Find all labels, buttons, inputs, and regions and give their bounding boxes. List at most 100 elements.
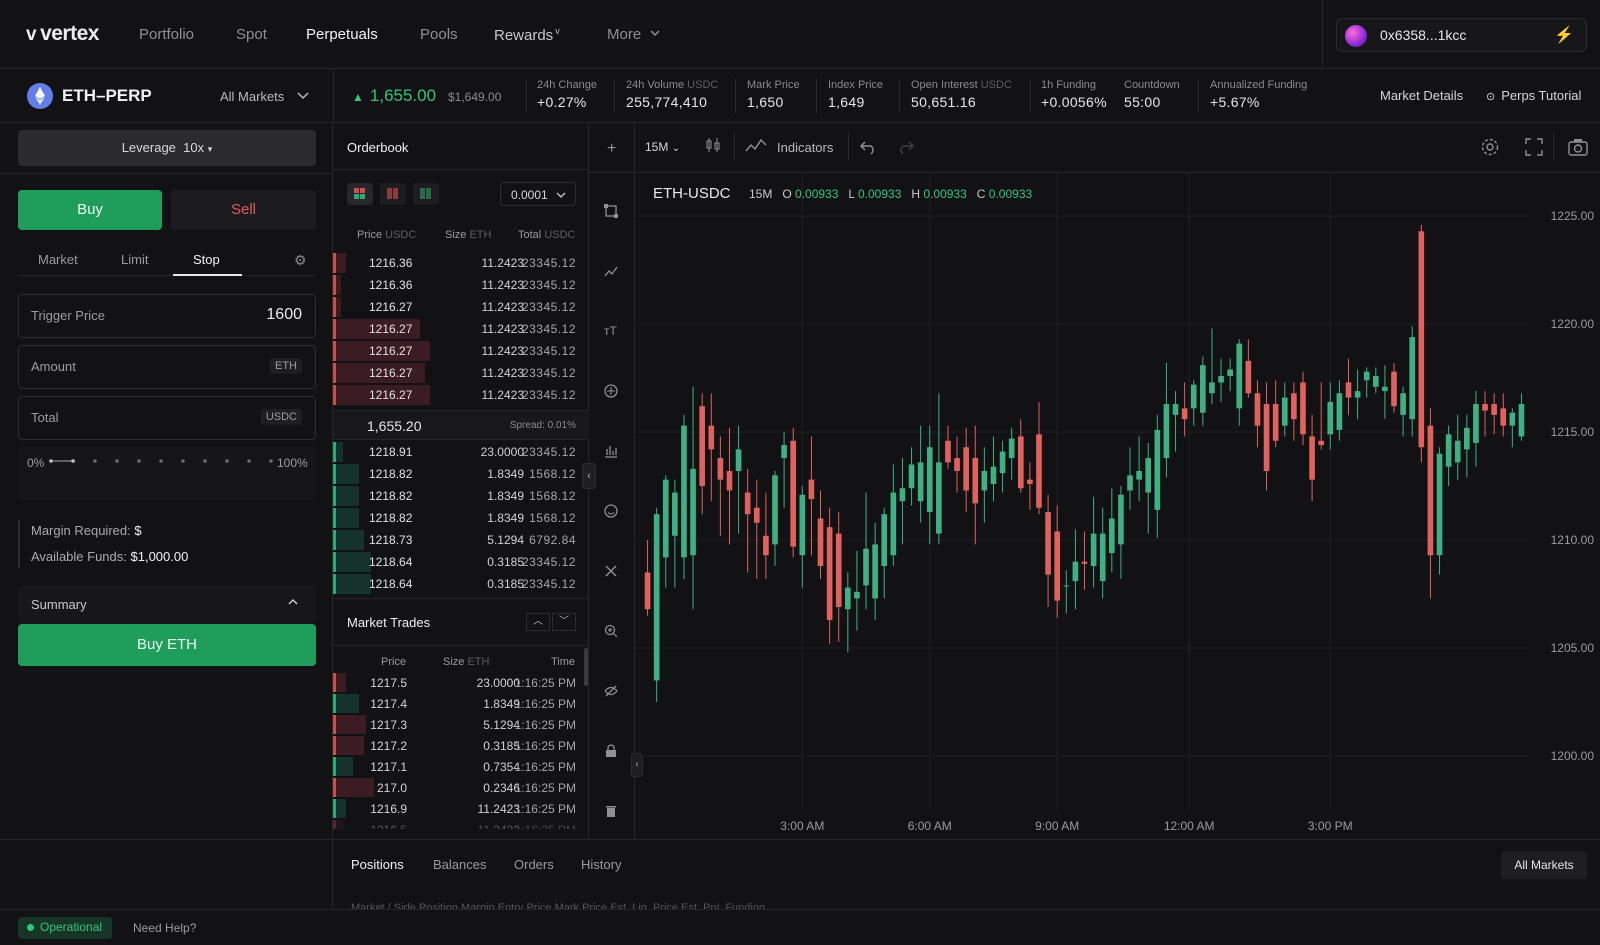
bid-row[interactable]: 1218.82 1.8349 1568.12 [333,485,589,507]
slider-step-dot[interactable] [137,459,141,463]
zoom-in-icon[interactable] [604,624,618,641]
slider-step-dot[interactable] [49,459,53,463]
chart-settings-gear-icon[interactable] [1480,137,1500,162]
candle-body [926,447,933,513]
price-chart[interactable]: 1225.00 1220.00 1215.00 1210.00 1205.00 1200.… [636,173,1600,839]
fullscreen-icon[interactable] [1525,138,1543,161]
measure-tool-icon[interactable] [604,444,618,461]
chevron-down-icon[interactable]: ﹀ [552,613,576,631]
nav-more[interactable]: More [607,26,661,43]
pattern-tool-icon[interactable] [604,384,618,401]
tab-orders[interactable]: Orders [514,857,554,872]
slider-step-dot[interactable] [269,459,273,463]
candle-body [1454,440,1461,463]
view-both-icon[interactable] [347,183,373,205]
bid-row[interactable]: 1218.64 0.3185 23345.12 [333,573,589,595]
row-total: 23345.12 [521,445,576,459]
trend-line-tool-icon[interactable] [604,264,618,281]
bid-row[interactable]: 1218.91 23.0000 23345.12 [333,441,589,463]
ask-row[interactable]: 1216.36 11.2423 23345.12 [333,252,589,274]
trash-icon[interactable] [604,804,618,821]
candle-type-icon[interactable] [704,136,722,159]
trigger-price-value[interactable]: 1600 [266,306,302,323]
tab-market[interactable]: Market [38,252,78,267]
sell-side-button[interactable]: Sell [171,190,316,230]
candle-body [1136,470,1142,480]
all-markets-dropdown[interactable]: All Markets [220,89,310,104]
hide-drawings-icon[interactable] [604,684,618,701]
size-slider[interactable] [48,455,274,467]
trigger-price-field[interactable]: Trigger Price 1600 [18,294,316,338]
slider-step-dot[interactable] [203,459,207,463]
nav-pools[interactable]: Pools [420,26,458,43]
leverage-button[interactable]: Leverage 10x ▾ [18,130,316,166]
redo-icon[interactable] [895,139,915,160]
header-unit: ETH [467,656,490,668]
indicators-button[interactable]: Indicators [777,140,834,155]
slider-step-dot[interactable] [115,459,119,463]
tab-limit[interactable]: Limit [121,252,149,267]
tab-underline [18,275,316,276]
chevron-up-icon[interactable]: ︿ [526,613,550,631]
candle-body [954,458,960,471]
ask-row[interactable]: 1216.27 11.2423 23345.12 [333,318,589,340]
wallet-button[interactable]: 0x6358...1kcc ⚡ [1336,18,1587,52]
slider-step-dot[interactable] [93,459,97,463]
emoji-tool-icon[interactable] [604,504,618,521]
tab-positions[interactable]: Positions [351,857,404,872]
margin-required: Margin Required: $ [31,523,142,538]
slider-step-dot[interactable] [159,459,163,463]
view-asks-icon[interactable] [380,183,406,205]
market-details-link[interactable]: Market Details [1380,88,1464,103]
stat-value: +0.27% [537,94,587,110]
need-help-link[interactable]: Need Help? [133,921,197,935]
eraser-tool-icon[interactable] [604,564,618,581]
slider-step-dot[interactable] [225,459,229,463]
amount-field[interactable]: Amount ETH [18,345,316,389]
crosshair-icon[interactable]: + [607,140,617,157]
perps-tutorial-link[interactable]: ⊙ Perps Tutorial [1486,88,1581,103]
nav-spot[interactable]: Spot [236,26,267,43]
buy-eth-button[interactable]: Buy ETH [18,624,316,666]
ask-row[interactable]: 1216.27 11.2423 23345.12 [333,340,589,362]
indicators-icon[interactable] [745,136,767,159]
lock-icon[interactable] [604,744,618,761]
all-markets-filter-button[interactable]: All Markets [1501,851,1587,879]
ask-row[interactable]: 1216.27 11.2423 23345.12 [333,362,589,384]
collapse-orderbook-button[interactable]: ‹ [582,463,596,489]
ask-row[interactable]: 1216.27 11.2423 23345.12 [333,384,589,406]
summary-toggle[interactable]: Summary [18,586,316,624]
nav-rewards[interactable]: Rewards v [494,26,560,44]
candle-body [1473,404,1479,443]
text-tool-icon[interactable]: ᴛT [604,324,617,338]
status-badge[interactable]: Operational [18,917,113,939]
camera-icon[interactable] [1568,138,1588,161]
candle-body [1190,384,1197,409]
vertex-logo[interactable]: v vertex [26,22,99,46]
slider-step-dot[interactable] [181,459,185,463]
order-settings-gear-icon[interactable]: ⚙ [294,252,307,268]
undo-icon[interactable] [859,139,879,160]
leverage-label: Leverage [121,140,176,155]
bid-row[interactable]: 1218.82 1.8349 1568.12 [333,507,589,529]
slider-step-dot[interactable] [247,459,251,463]
bid-row[interactable]: 1218.64 0.3185 23345.12 [333,551,589,573]
collapse-tools-button[interactable]: ‹ [631,753,643,777]
nav-perpetuals[interactable]: Perpetuals [306,26,378,43]
nav-portfolio[interactable]: Portfolio [139,26,195,43]
tick-size-select[interactable]: 0.0001 [500,182,576,206]
tab-balances[interactable]: Balances [433,857,487,872]
tab-history[interactable]: History [581,857,622,872]
trades-scrollbar[interactable] [584,648,588,686]
total-field[interactable]: Total USDC [18,396,316,440]
ask-row[interactable]: 1216.27 11.2423 23345.12 [333,296,589,318]
view-bids-icon[interactable] [413,183,439,205]
timeframe-select[interactable]: 15M ⌄ [645,140,680,154]
rectangle-tool-icon[interactable] [604,204,618,221]
bid-row[interactable]: 1218.73 5.1294 6792.84 [333,529,589,551]
buy-side-button[interactable]: Buy [18,190,162,230]
slider-step-dot[interactable] [71,459,75,463]
bid-row[interactable]: 1218.82 1.8349 1568.12 [333,463,589,485]
ask-row[interactable]: 1216.36 11.2423 23345.12 [333,274,589,296]
tab-stop[interactable]: Stop [193,252,220,267]
